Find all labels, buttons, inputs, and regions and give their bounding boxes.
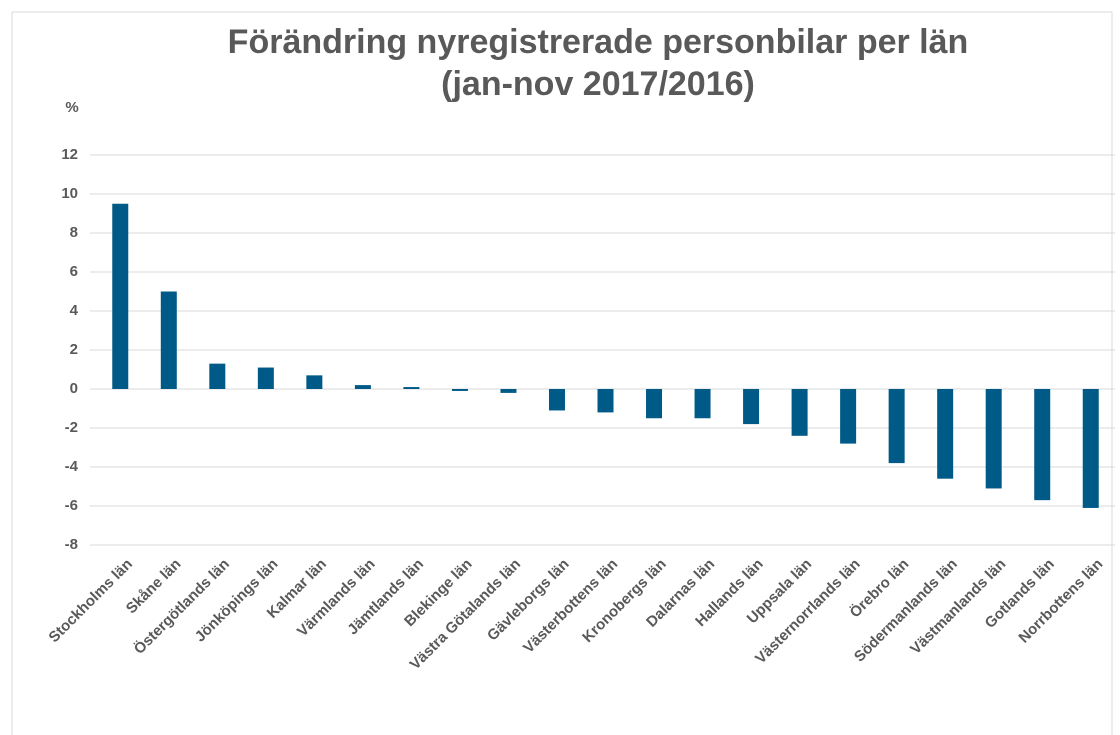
bar: [354, 385, 371, 389]
y-tick-label: 12: [61, 146, 78, 163]
bar: [985, 389, 1002, 489]
bar: [646, 389, 663, 419]
bar: [1082, 389, 1099, 508]
y-tick-label: -2: [65, 419, 78, 436]
bar: [791, 389, 808, 436]
bar: [888, 389, 905, 464]
bar: [694, 389, 711, 419]
chart-subtitle: (jan-nov 2017/2016): [441, 65, 755, 103]
bar: [160, 291, 177, 389]
y-axis-label: %: [65, 99, 78, 116]
bar: [257, 367, 274, 389]
bar: [597, 389, 614, 413]
y-tick-label: 0: [70, 380, 78, 397]
chart-title: Förändring nyregistrerade personbilar pe…: [228, 23, 969, 61]
y-tick-label: 6: [70, 263, 78, 280]
bar: [500, 389, 517, 393]
bar: [840, 389, 857, 444]
bar: [209, 363, 226, 389]
bar: [1034, 389, 1051, 501]
bar: [548, 389, 565, 411]
y-tick-label: -6: [65, 497, 78, 514]
y-tick-label: -8: [65, 536, 78, 553]
y-tick-label: 4: [70, 302, 79, 319]
bar: [112, 203, 129, 389]
y-tick-label: 2: [70, 341, 78, 358]
y-tick-label: 10: [61, 185, 78, 202]
y-tick-label: 8: [70, 224, 78, 241]
y-tick-label: -4: [65, 458, 79, 475]
bar: [403, 387, 420, 389]
chart-frame: [11, 11, 1113, 735]
bar: [306, 375, 323, 389]
bar: [743, 389, 760, 425]
bar: [451, 389, 468, 391]
bar: [937, 389, 954, 479]
